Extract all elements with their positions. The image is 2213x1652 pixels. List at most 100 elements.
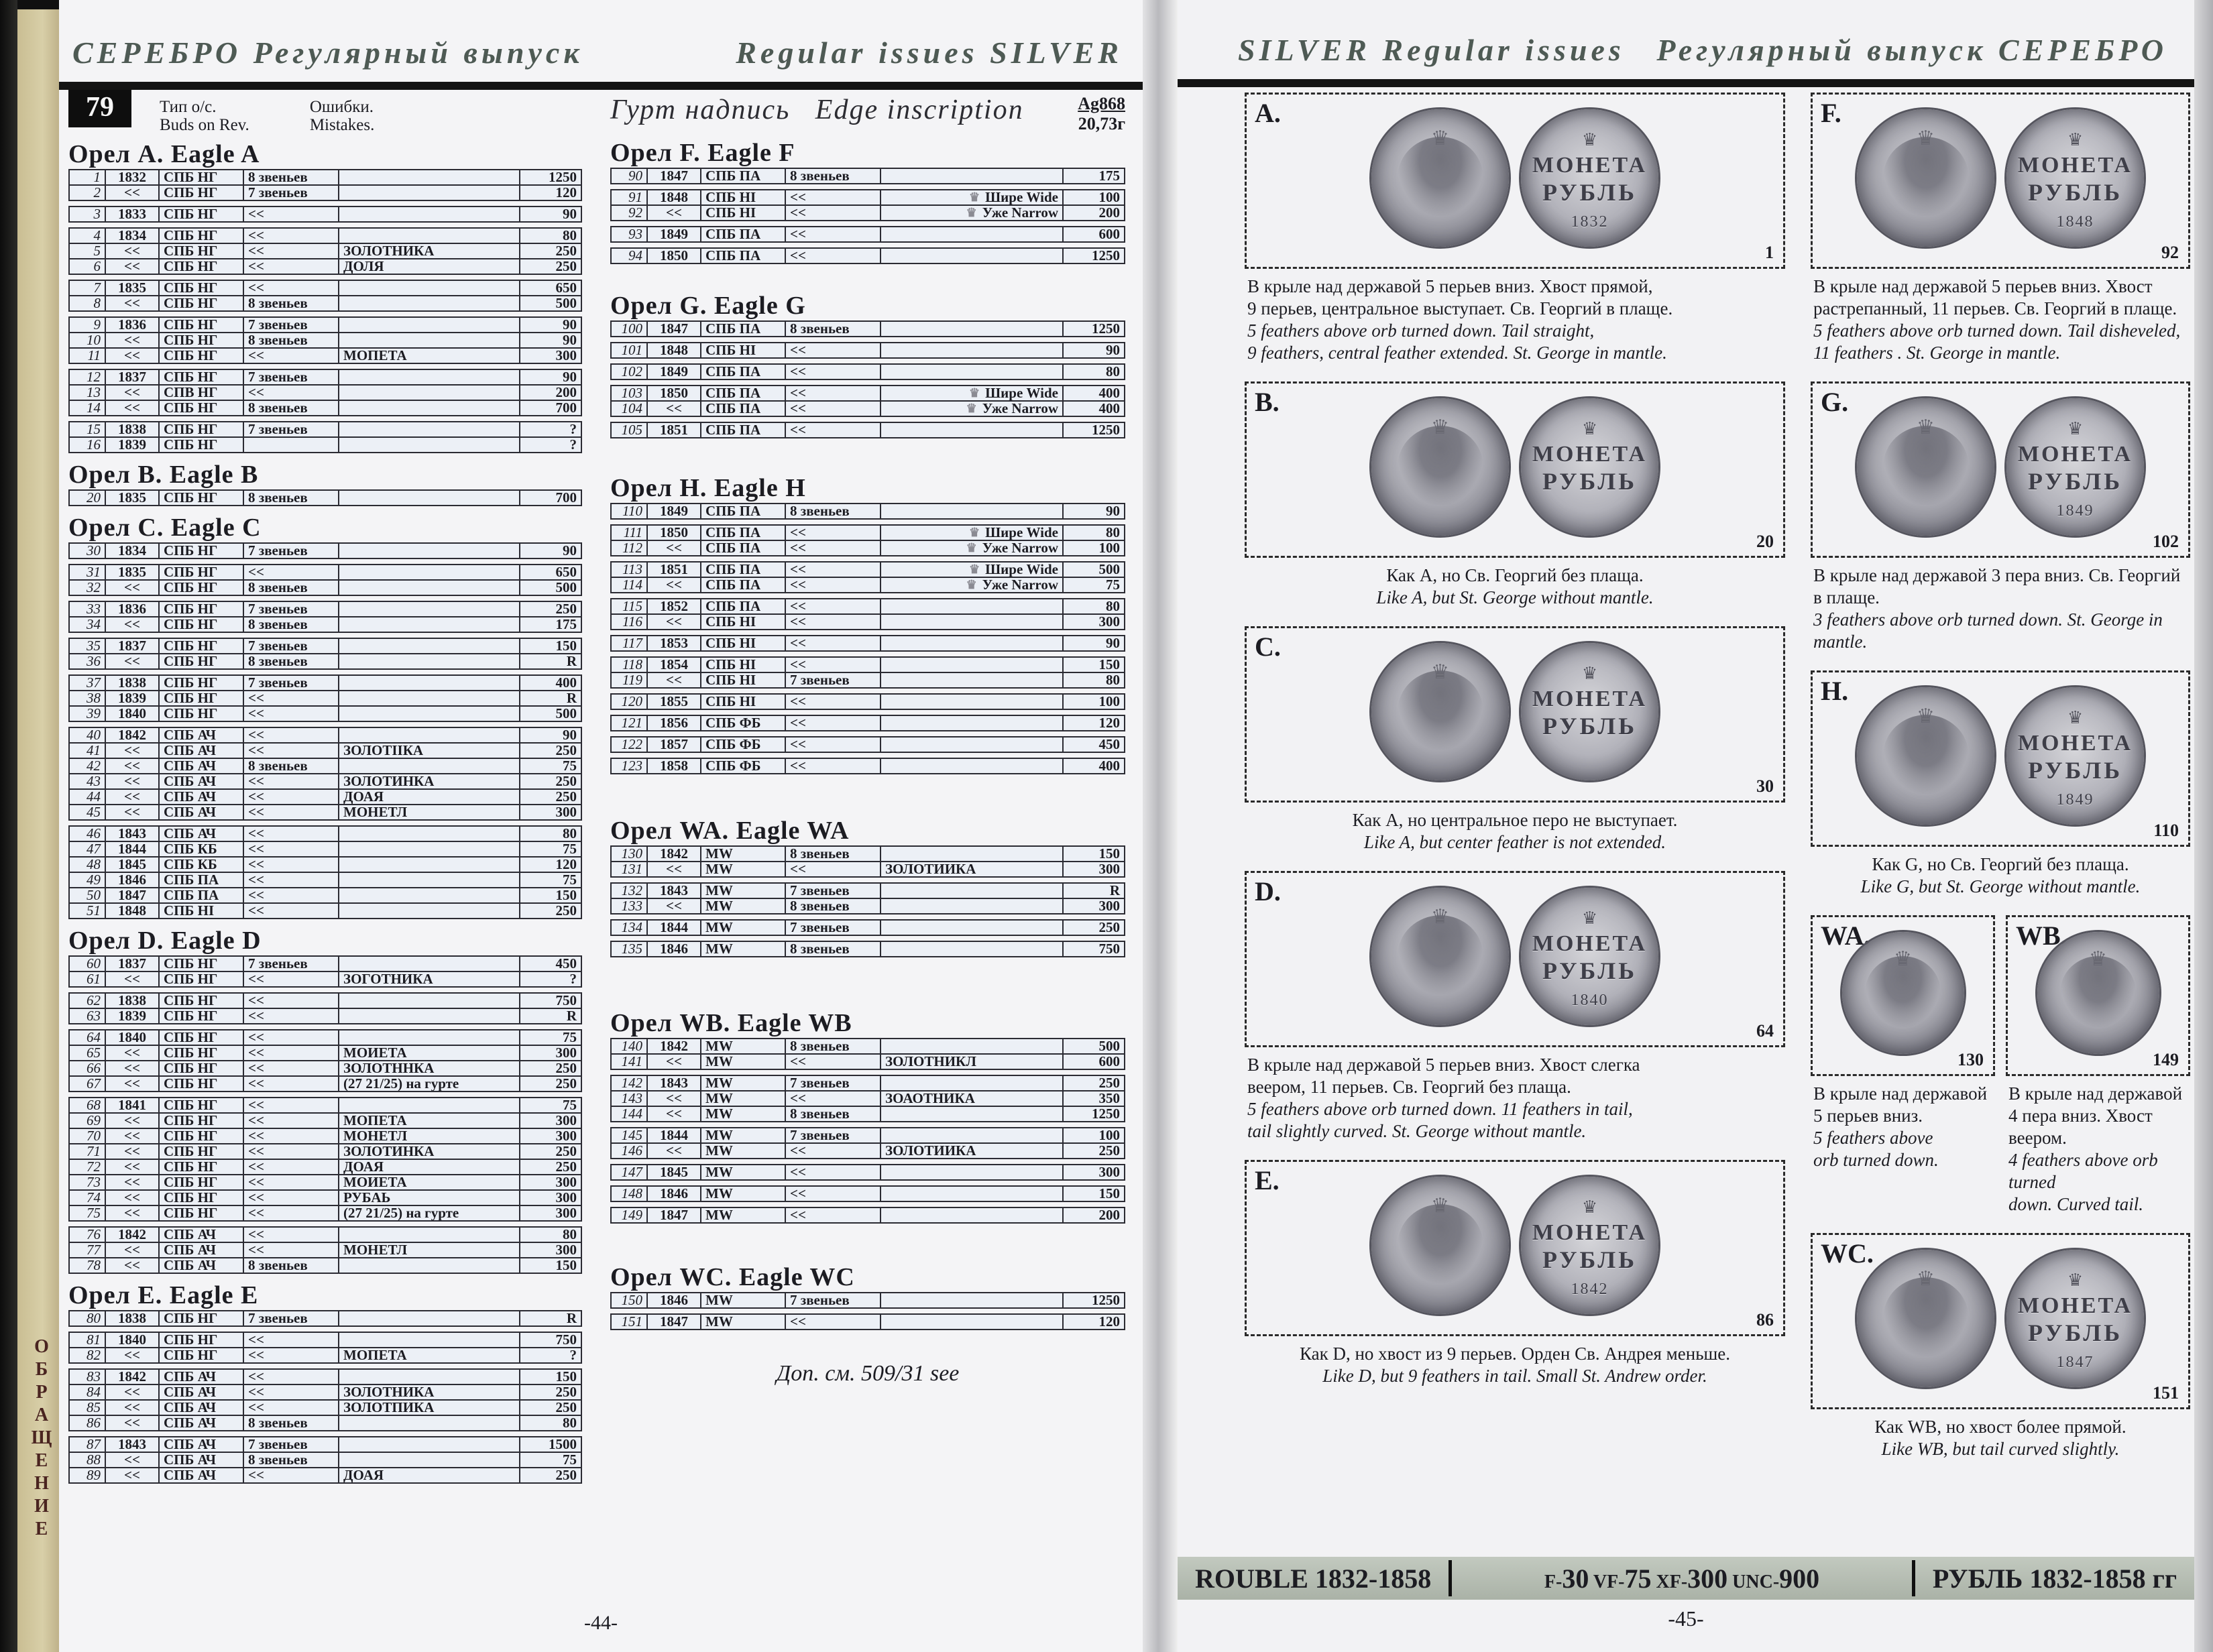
cell-buds: 7 звеньев [243,316,339,333]
coin-reverse-text: ♛ МОНЕТА РУБЛЬ 1849 [2006,420,2144,520]
cell-mistake [338,1436,520,1453]
cell-price: 400 [1062,400,1125,417]
table-row: 38 1839 СПБ НГ << R [68,690,582,707]
cell-mistake [880,1313,1064,1330]
grade-value: 900 [1779,1563,1820,1594]
cell-row-number: 69 [68,1112,106,1129]
cell-mistake [338,825,520,842]
cell-buds: << [785,758,881,774]
cell-year: << [105,773,160,790]
description-en-line: 3 feathers above orb turned down. St. Ge… [1813,609,2163,652]
cell-row-number: 91 [610,189,648,206]
cell-mintmark: СПБ НГ [158,1097,244,1114]
reference-number: 1 [1765,243,1774,262]
cell-mintmark: СПБ НГ [158,971,244,988]
coin-photo-box: WB.149 [2006,915,2190,1076]
cell-mistake [338,332,520,349]
cell-price: 150 [1062,845,1125,862]
coin-description: Как D, но хвост из 9 перьев. Орден Св. А… [1247,1343,1782,1387]
cell-price: 450 [1062,736,1125,753]
cell-year: << [646,613,701,630]
cell-mintmark: СПБ ФБ [700,736,786,753]
section-title: Орел D. Eagle D [68,927,262,955]
coin-text-moneta: МОНЕТА [2017,730,2133,756]
cell-buds: << [243,1075,339,1092]
cell-buds: 7 звеньев [785,919,881,936]
eagle-design [1397,1203,1483,1284]
cell-mistake [880,882,1064,899]
cell-buds: << [785,1053,881,1070]
description-en-line: down. Curved tail. [2008,1194,2143,1214]
cell-mintmark: СПБ АЧ [158,1368,244,1385]
cell-mistake: МОПЕТА [338,1112,520,1129]
cell-buds: 7 звеньев [243,1436,339,1453]
cell-buds: << [785,861,881,878]
table-row: 75 << СПБ НГ << (27 21/25) на гурте 300 [68,1205,582,1222]
cell-mistake [338,1415,520,1431]
row-group: 81 1840 СПБ НГ << 750 82 << СПБ НГ << МОПЕТА? [68,1332,582,1364]
cell-mistake [880,758,1064,774]
cell-price: 75 [519,841,582,858]
cell-price: 250 [519,1060,582,1077]
cell-mintmark: СПБ НІ [700,204,786,221]
cell-mintmark: СПБ НГ [158,1075,244,1092]
coin-description: В крыле над державой 5 перьев вниз. 5 feat… [1813,1083,1992,1171]
cell-mistake [880,168,1064,184]
cell-row-number: 62 [68,992,106,1009]
cell-price: 500 [519,295,582,312]
cell-row-number: 88 [68,1452,106,1468]
coin-text-moneta: МОНЕТА [1532,686,1648,711]
cell-mintmark: СПБ НГ [158,705,244,722]
cell-mistake [880,941,1064,957]
cell-year: 1847 [646,168,701,184]
cell-buds: << [785,656,881,673]
cell-buds: << [243,1205,339,1222]
cell-row-number: 102 [610,363,648,380]
cell-buds: 7 звеньев [785,672,881,689]
cell-buds: << [243,243,339,259]
cell-price: 90 [519,332,582,349]
cell-buds: 8 звеньев [243,332,339,349]
right-page-header-ru: Регулярный выпуск СЕРЕБРО [1656,33,2167,67]
cell-row-number: 100 [610,320,648,337]
cell-mintmark: СПБ НГ [158,1332,244,1348]
reference-number: 149 [2153,1050,2179,1069]
cell-buds: 8 звеньев [243,616,339,633]
description-en-line: 5 feathers above orb turned down. 11 fea… [1247,1099,1633,1119]
cell-mintmark: СПБ НГ [158,436,244,453]
cell-price: 150 [519,887,582,904]
cell-buds: << [243,804,339,821]
cell-buds: << [785,1090,881,1107]
cell-mintmark: СПБ НГ [158,601,244,617]
cell-year: << [105,1128,160,1144]
description-en-line: orb turned down. [1813,1150,1939,1170]
cell-buds: << [243,887,339,904]
cell-mintmark: СПБ АЧ [158,1384,244,1401]
cell-row-number: 68 [68,1097,106,1114]
cell-row-number: 72 [68,1159,106,1175]
cell-year: << [105,653,160,670]
cell-price: R [519,690,582,707]
cell-buds: << [243,841,339,858]
table-row: 102 1849 СПБ ПА << 80 [610,363,1125,380]
cell-price: ? [519,421,582,438]
cell-year: 1833 [105,206,160,223]
cell-year: 1840 [105,1029,160,1046]
cell-mintmark: MW [700,1053,786,1070]
cell-buds: 7 звеньев [785,882,881,899]
description-ru-line: 5 перьев вниз. [1813,1106,1923,1126]
cell-year: 1839 [105,436,160,453]
row-group: 80 1838 СПБ НГ 7 звеньев R [68,1310,582,1327]
cell-price: 400 [519,674,582,691]
coin-reverse-text: ♛ МОНЕТА РУБЛЬ [1521,420,1658,495]
row-group: 150 1846 MW 7 звеньев 1250 [610,1292,1125,1309]
cell-mistake [338,638,520,654]
cell-buds: << [785,693,881,710]
cell-row-number: 130 [610,845,648,862]
cell-mistake: ЗОЛОТНИКА [338,1384,520,1401]
table-row: 111 1850 СПБ ПА << ♛ Шире Wide 80 [610,524,1125,541]
cell-mintmark: СПБ АЧ [158,758,244,774]
